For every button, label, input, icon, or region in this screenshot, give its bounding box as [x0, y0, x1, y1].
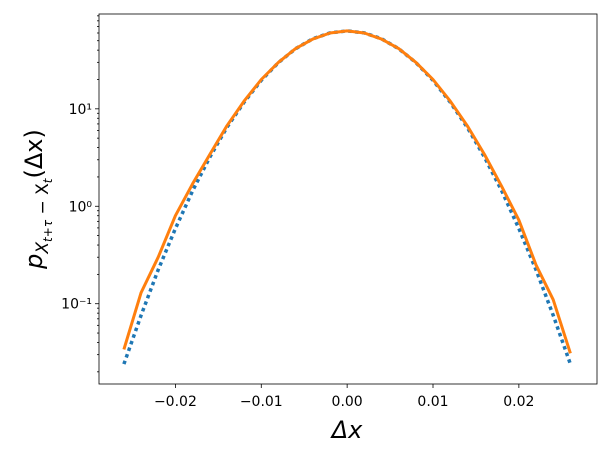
x-tick-label: −0.02 — [154, 394, 197, 410]
y-tick-label: 10¹ — [69, 102, 92, 118]
y-label-part: p — [20, 254, 48, 270]
x-axis-label: Δx — [330, 416, 363, 444]
series-line — [122, 29, 572, 354]
x-tick-label: 0.01 — [417, 394, 448, 410]
y-tick-label: 10⁻¹ — [61, 297, 92, 313]
y-label-part: (Δx) — [20, 129, 48, 178]
y-axis-label: pXt+τ − Xt(Δx) — [20, 129, 55, 270]
x-tick-label: 0.00 — [332, 394, 363, 410]
y-label-part: − X — [33, 183, 53, 220]
y-label-part: t+τ — [41, 219, 55, 242]
y-tick-label: 10⁰ — [69, 199, 93, 215]
series-line — [122, 29, 573, 365]
x-tick-label: 0.02 — [503, 394, 534, 410]
plot-frame — [98, 13, 598, 385]
y-label-part: X — [33, 242, 53, 255]
y-label-part: t — [41, 177, 55, 183]
x-tick-label: −0.01 — [240, 394, 283, 410]
